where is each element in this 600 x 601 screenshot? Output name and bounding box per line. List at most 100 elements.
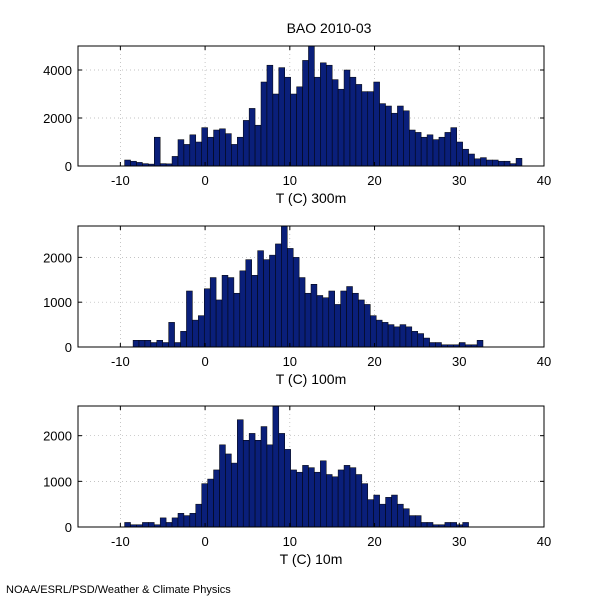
histogram-bar xyxy=(195,503,202,528)
histogram-bar xyxy=(275,243,282,348)
histogram-bar xyxy=(420,522,428,528)
histogram-bar xyxy=(203,288,211,348)
histogram-bar xyxy=(334,304,341,348)
histogram-bar xyxy=(207,478,214,528)
x-tick-label: 20 xyxy=(367,534,381,549)
histogram-bar xyxy=(272,93,280,167)
y-tick-label: 0 xyxy=(65,340,72,355)
histogram-bar xyxy=(148,522,155,528)
histogram-bar xyxy=(284,76,291,167)
histogram-bar xyxy=(221,275,229,348)
histogram-bar xyxy=(227,277,235,348)
histogram-bar xyxy=(387,324,395,348)
histogram-bar xyxy=(260,426,268,528)
histogram-bar xyxy=(411,331,419,348)
histogram-bar xyxy=(132,340,140,348)
histogram-bar xyxy=(320,62,327,167)
x-tick-label: -10 xyxy=(111,354,130,369)
histogram-bar xyxy=(373,81,380,167)
figure-title: BAO 2010-03 xyxy=(287,20,372,36)
histogram-bar xyxy=(290,93,297,167)
y-tick-label: 2000 xyxy=(43,429,72,444)
y-tick-label: 1000 xyxy=(43,295,72,310)
histogram-bar xyxy=(237,419,244,528)
histogram-bar xyxy=(328,290,335,348)
histogram-bar xyxy=(405,326,413,348)
histogram-bar xyxy=(308,45,315,167)
histogram-bar xyxy=(414,515,422,528)
x-tick-label: -10 xyxy=(111,534,130,549)
subplot-300m: -10 0 10 20 30 40 0 2000 4000 T (C) 300m xyxy=(43,45,551,206)
histogram-bar xyxy=(381,322,389,348)
histogram-bar xyxy=(438,136,446,167)
histogram-bar xyxy=(322,297,330,348)
histogram-bar xyxy=(373,494,380,528)
histogram-bar xyxy=(278,433,285,528)
histogram-bar xyxy=(171,517,179,528)
histogram-bar xyxy=(444,522,452,528)
histogram-bar xyxy=(231,462,238,528)
histogram-bar xyxy=(154,136,161,167)
histogram-bar xyxy=(337,469,345,528)
histogram-bar xyxy=(399,324,407,348)
histogram-bar xyxy=(225,133,232,167)
histogram-bar xyxy=(343,465,351,528)
histogram-bar xyxy=(183,144,191,167)
histogram-bar xyxy=(292,257,300,348)
histogram-bar xyxy=(476,340,484,348)
histogram-bar xyxy=(429,342,436,348)
histogram-bar xyxy=(435,342,442,348)
histogram-bar xyxy=(343,69,351,167)
histogram-bar xyxy=(497,160,505,167)
x-tick-label: 0 xyxy=(201,354,208,369)
histogram-bar xyxy=(349,467,357,528)
histogram-bar xyxy=(296,86,303,167)
histogram-bar xyxy=(186,290,193,348)
histogram-bar xyxy=(480,157,487,167)
x-tick-label: 10 xyxy=(283,534,297,549)
histogram-bar xyxy=(124,522,131,528)
histogram-bar xyxy=(397,503,404,528)
histogram-bar xyxy=(417,333,424,348)
y-tick-label: 4000 xyxy=(43,63,72,78)
histogram-bar xyxy=(314,76,321,167)
histogram-bar xyxy=(266,444,274,528)
histogram-bar xyxy=(515,158,523,167)
histogram-bar xyxy=(462,522,469,528)
y-tick-label: 0 xyxy=(65,159,72,174)
histogram-bar xyxy=(213,129,220,167)
x-tick-label: 20 xyxy=(367,354,381,369)
histogram-bar xyxy=(391,112,398,167)
histogram-bar xyxy=(397,105,404,167)
histogram-bar xyxy=(201,127,208,167)
histogram-bar xyxy=(138,340,146,348)
histogram-bar xyxy=(207,136,214,167)
subplot-100m: -10 0 10 20 30 40 0 1000 2000 T (C) 100m xyxy=(43,225,551,387)
footer-credit: NOAA/ESRL/PSD/Weather & Climate Physics xyxy=(6,584,231,596)
histogram-bar xyxy=(450,127,457,167)
x-tick-label: 0 xyxy=(201,173,208,188)
histogram-bar xyxy=(358,299,365,348)
histogram-bar xyxy=(192,319,199,348)
histogram-bar xyxy=(233,292,241,348)
histogram-bar xyxy=(314,471,321,528)
histogram-bar xyxy=(159,517,167,528)
histogram-bar xyxy=(231,144,238,167)
histogram-bar xyxy=(403,110,410,167)
axes-frame-10m xyxy=(77,405,545,528)
histogram-bar xyxy=(379,503,386,528)
histogram-bar xyxy=(346,286,353,348)
y-tick-label: 2000 xyxy=(43,111,72,126)
histogram-bar xyxy=(168,322,175,348)
histogram-bar xyxy=(248,433,256,528)
histogram-bar xyxy=(263,259,270,348)
histogram-bar xyxy=(281,225,288,348)
x-tick-label: 40 xyxy=(537,354,551,369)
histogram-bar xyxy=(124,159,131,167)
histogram-bar xyxy=(254,124,262,167)
histogram-bar xyxy=(426,134,434,167)
histogram-bar xyxy=(316,295,324,348)
histogram-bar xyxy=(257,250,264,348)
histogram-bar xyxy=(142,522,149,528)
y-tick-label: 0 xyxy=(65,520,72,535)
